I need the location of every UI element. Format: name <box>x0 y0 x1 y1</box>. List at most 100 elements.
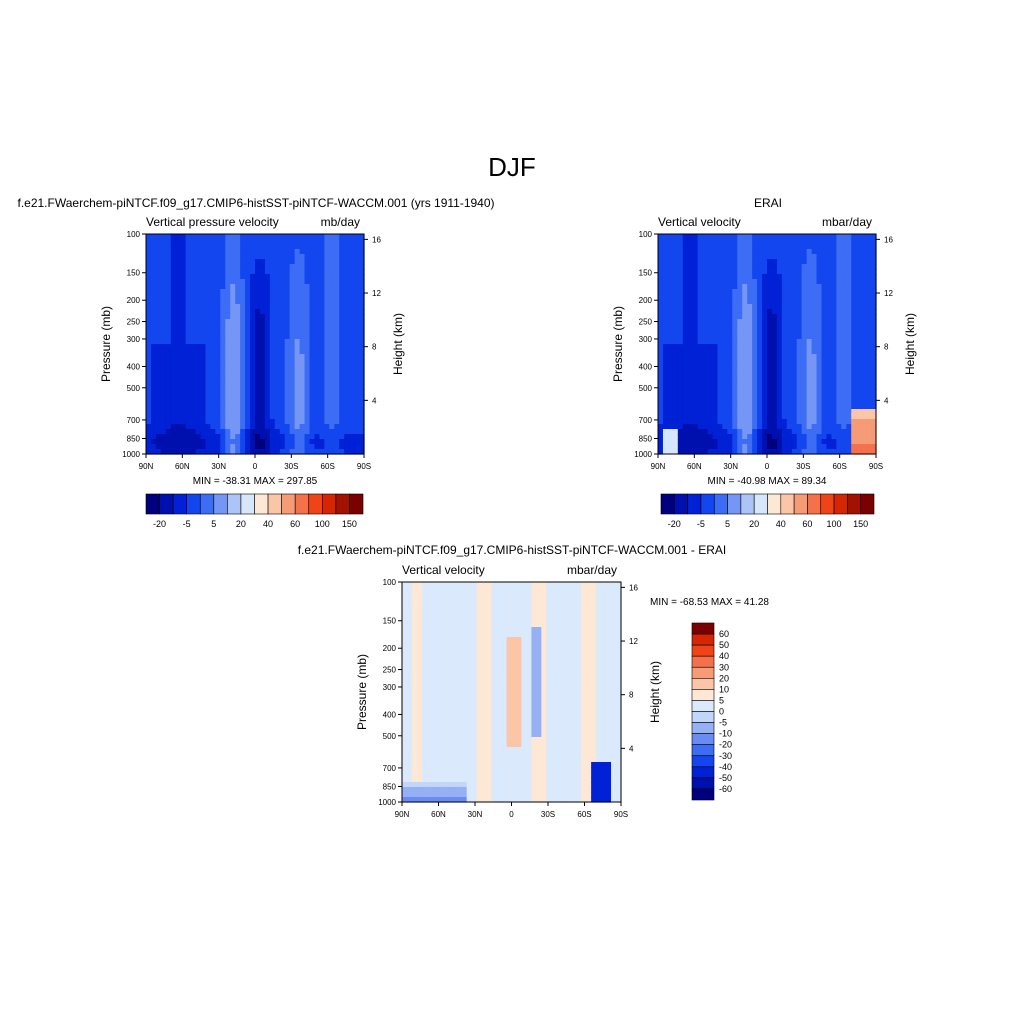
field-cell <box>402 602 408 608</box>
field-cell <box>240 339 246 345</box>
field-cell <box>801 289 808 295</box>
field-cell <box>431 632 438 638</box>
field-cell <box>496 602 503 608</box>
field-cell <box>491 642 498 648</box>
field-cell <box>712 414 719 420</box>
field-cell <box>180 244 187 250</box>
field-cell <box>354 349 360 355</box>
field-cell <box>658 239 664 245</box>
field-cell <box>747 389 753 395</box>
field-cell <box>836 299 842 305</box>
field-cell <box>697 259 704 265</box>
field-cell <box>314 364 320 370</box>
field-cell <box>752 274 758 280</box>
field-cell <box>150 339 157 345</box>
field-cell <box>501 782 508 788</box>
field-cell <box>431 717 438 723</box>
field-cell <box>319 374 325 380</box>
field-cell <box>662 254 669 260</box>
field-cell <box>732 384 738 390</box>
field-cell <box>757 264 763 270</box>
field-cell <box>446 747 453 753</box>
field-cell <box>165 449 172 455</box>
field-cell <box>240 379 246 385</box>
field-cell <box>821 359 828 365</box>
field-cell <box>466 617 473 623</box>
field-cell <box>274 239 281 245</box>
field-cell <box>658 439 664 445</box>
field-cell <box>416 632 423 638</box>
field-cell <box>831 244 837 250</box>
field-cell <box>334 444 340 450</box>
field-cell <box>195 294 202 300</box>
field-cell <box>737 254 743 260</box>
field-cell <box>677 429 684 435</box>
field-cell <box>269 354 276 360</box>
field-cell <box>314 254 320 260</box>
field-cell <box>471 792 478 798</box>
field-cell <box>697 324 704 330</box>
field-cell <box>801 364 808 370</box>
field-cell <box>309 419 316 425</box>
field-cell <box>466 682 473 688</box>
field-cell <box>486 737 493 743</box>
field-cell <box>871 249 877 255</box>
field-cell <box>658 344 664 350</box>
field-cell <box>682 414 689 420</box>
field-cell <box>359 394 365 400</box>
field-cell <box>771 334 778 340</box>
field-cell <box>451 787 458 793</box>
field-cell <box>165 314 172 320</box>
field-cell <box>682 314 689 320</box>
field-cell <box>329 324 335 330</box>
field-cell <box>431 792 438 798</box>
field-cell <box>411 637 418 643</box>
field-cell <box>662 359 669 365</box>
field-cell <box>692 444 699 450</box>
field-cell <box>180 424 187 430</box>
x-tick-label: 30S <box>796 462 810 471</box>
field-cell <box>284 384 291 390</box>
field-cell <box>210 364 216 370</box>
field-cell <box>235 429 241 435</box>
field-cell <box>329 234 335 240</box>
field-cell <box>175 324 182 330</box>
field-cell <box>866 269 872 275</box>
field-cell <box>349 389 355 395</box>
field-cell <box>811 339 818 345</box>
field-cell <box>826 409 832 415</box>
field-cell <box>662 334 669 340</box>
field-cell <box>451 672 458 678</box>
field-cell <box>150 284 157 290</box>
field-cell <box>707 264 714 270</box>
field-cell <box>289 384 296 390</box>
field-cell <box>707 244 714 250</box>
field-cell <box>299 239 306 245</box>
field-cell <box>658 314 664 320</box>
colorbar-swatch <box>833 493 848 515</box>
field-cell <box>687 254 694 260</box>
field-cell <box>334 279 340 285</box>
field-cell <box>662 304 669 310</box>
field-cell <box>841 394 847 400</box>
field-cell <box>304 269 311 275</box>
field-cell <box>289 299 296 305</box>
field-cell <box>205 379 211 385</box>
field-cell <box>776 264 783 270</box>
field-cell <box>344 259 350 265</box>
field-cell <box>359 349 365 355</box>
field-cell <box>304 249 311 255</box>
field-cell <box>150 314 157 320</box>
field-cell <box>821 259 828 265</box>
field-cell <box>796 289 803 295</box>
field-cell <box>175 299 182 305</box>
field-cell <box>235 439 241 445</box>
field-cell <box>742 234 748 240</box>
field-cell <box>416 627 423 633</box>
field-cell <box>796 439 803 445</box>
field-cell <box>319 244 325 250</box>
field-cell <box>170 364 177 370</box>
field-cell <box>255 389 261 395</box>
field-cell <box>461 592 468 598</box>
field-cell <box>279 424 286 430</box>
